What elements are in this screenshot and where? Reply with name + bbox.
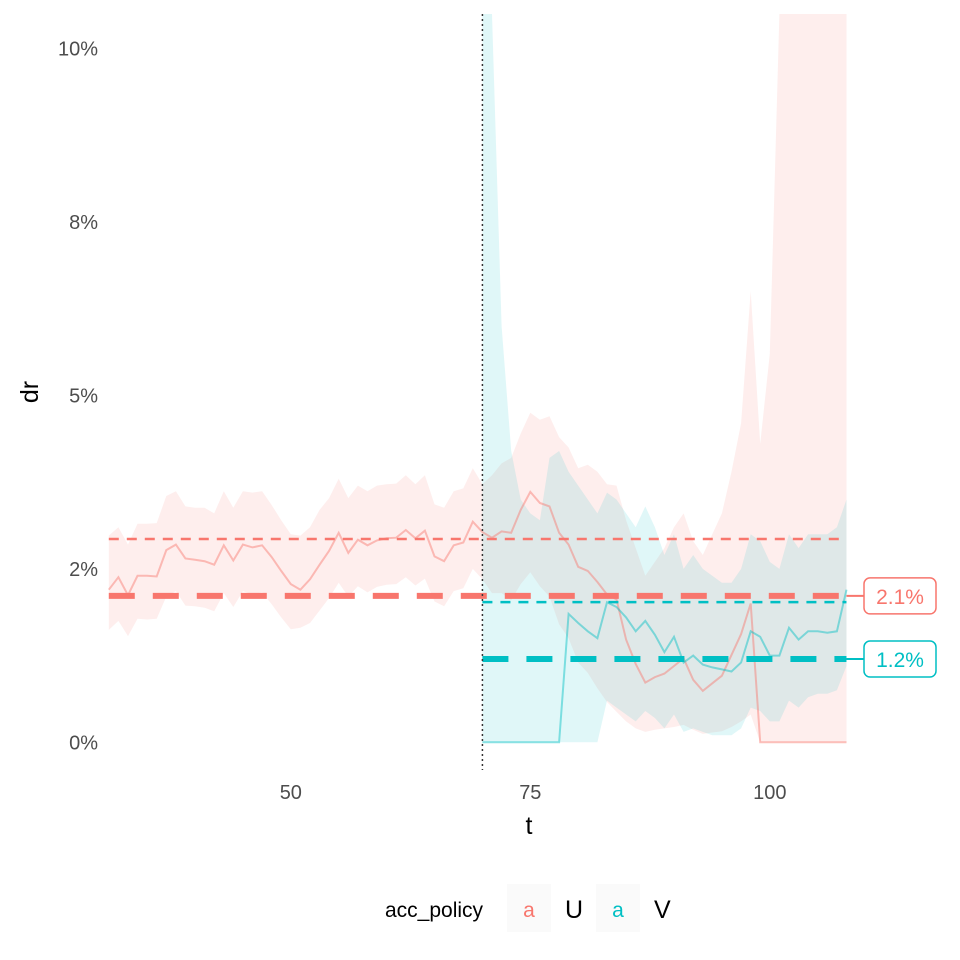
y-axis: 0% 2% 5% 8% 10%	[58, 39, 98, 755]
confidence-bands	[108, 14, 847, 743]
reference-lines	[108, 537, 847, 663]
y-tick-label: 10%	[58, 39, 98, 61]
label-box-u	[863, 577, 937, 615]
line-u	[108, 490, 847, 744]
y-tick-label: 5%	[69, 385, 98, 407]
band-v	[482, 14, 847, 743]
label-box-v	[863, 640, 937, 678]
estimate-label-u: 2.1%	[876, 586, 924, 609]
legend-glyph-v: a	[612, 899, 624, 922]
x-tick-label: 100	[753, 782, 786, 804]
y-tick-label: 0%	[69, 732, 98, 754]
y-tick-label: 2%	[69, 559, 98, 581]
legend-label-u: U	[565, 896, 583, 924]
legend-label-v: V	[654, 896, 671, 924]
legend-key-v	[596, 884, 640, 932]
x-tick-label: 75	[519, 782, 541, 804]
legend-key-u	[507, 884, 551, 932]
series-lines	[108, 490, 848, 744]
estimate-label-v: 1.2%	[876, 649, 924, 672]
estimate-labels: 2.1% 1.2%	[846, 577, 937, 678]
legend-glyph-u: a	[523, 899, 535, 922]
band-u	[108, 14, 847, 743]
x-axis: 50 75 100	[280, 782, 787, 804]
x-tick-label: 50	[280, 782, 302, 804]
legend-title: acc_policy	[385, 899, 484, 922]
x-axis-title: t	[526, 812, 533, 840]
y-tick-label: 8%	[69, 212, 98, 234]
y-axis-title: dr	[16, 381, 44, 403]
line-v	[482, 589, 848, 744]
